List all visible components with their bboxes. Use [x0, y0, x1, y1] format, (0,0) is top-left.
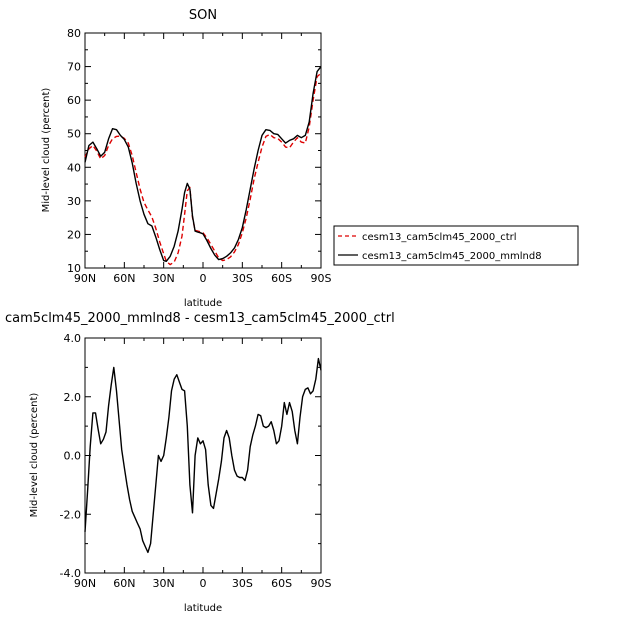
bottom-x-tick-label: 60N — [113, 577, 135, 590]
bottom-x-tick-label: 30N — [153, 577, 175, 590]
top-x-tick-label: 60S — [271, 272, 292, 285]
legend: cesm13_cam5clm45_2000_ctrl cesm13_cam5cl… — [333, 225, 579, 266]
bottom-series-line-0 — [84, 357, 322, 554]
top-x-tick-label: 30N — [153, 272, 175, 285]
bottom-x-tick-label: 60S — [271, 577, 292, 590]
top-series-line-0 — [84, 72, 322, 266]
top-x-tick-label: 90N — [74, 272, 96, 285]
top-chart-title: SON — [189, 8, 217, 23]
legend-box — [333, 225, 579, 266]
top-panel: SON 90N 60N 30N 0 30S 60S 90S1020304050607080 … — [41, 8, 332, 309]
top-y-tick-label: 80 — [67, 27, 81, 40]
bottom-y-tick-label: -2.0 — [60, 508, 81, 521]
top-y-axis-label: Mid-level cloud (percent) — [41, 88, 52, 213]
top-y-tick-label: 30 — [67, 195, 81, 208]
top-y-tick-label: 70 — [67, 61, 81, 74]
top-x-tick-label: 0 — [200, 272, 207, 285]
bottom-x-tick-label: 0 — [200, 577, 207, 590]
top-x-axis-label: latitude — [184, 298, 222, 309]
top-y-tick-label: 20 — [67, 228, 81, 241]
bottom-chart-title: cam5clm45_2000_mmlnd8 - cesm13_cam5clm45… — [5, 311, 395, 326]
legend-label-mmlnd8: cesm13_cam5clm45_2000_mmlnd8 — [362, 251, 542, 262]
bottom-x-tick-label: 30S — [232, 577, 253, 590]
top-series-line-1 — [84, 66, 322, 262]
top-y-tick-label: 40 — [67, 161, 81, 174]
top-x-tick-label: 60N — [113, 272, 135, 285]
bottom-x-tick-label: 90S — [311, 577, 332, 590]
bottom-plot-frame — [84, 337, 322, 574]
bottom-y-axis-label: Mid-level cloud (percent) — [29, 393, 40, 518]
top-y-tick-label: 10 — [67, 262, 81, 275]
bottom-x-tick-label: 90N — [74, 577, 96, 590]
bottom-y-tick-label: 4.0 — [64, 332, 82, 345]
bottom-y-tick-label: -4.0 — [60, 567, 81, 580]
top-y-tick-label: 60 — [67, 94, 81, 107]
top-x-tick-label: 90S — [311, 272, 332, 285]
bottom-x-axis-label: latitude — [184, 603, 222, 614]
bottom-y-tick-label: 0.0 — [64, 450, 82, 463]
top-y-tick-label: 50 — [67, 128, 81, 141]
legend-label-ctrl: cesm13_cam5clm45_2000_ctrl — [362, 232, 517, 243]
top-x-tick-label: 30S — [232, 272, 253, 285]
bottom-panel: cam5clm45_2000_mmlnd8 - cesm13_cam5clm45… — [5, 311, 395, 614]
bottom-y-tick-label: 2.0 — [64, 391, 82, 404]
